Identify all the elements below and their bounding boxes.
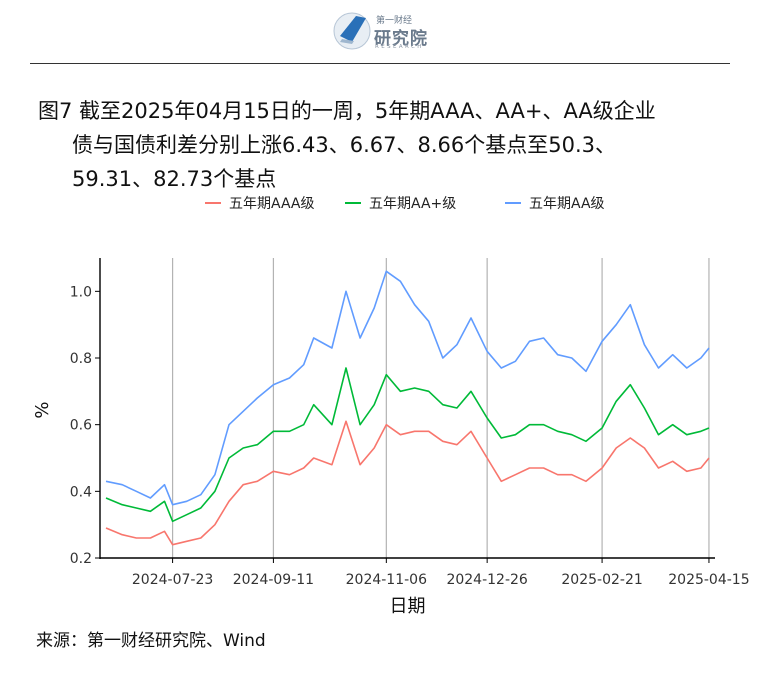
x-tick-label: 2024-11-06 [346,572,427,588]
header-divider [30,63,730,64]
y-tick-label: 0.6 [70,418,92,434]
legend-label-2: 五年期AA+级 [369,196,456,212]
series-line-2 [105,367,710,523]
title-line-2: 债与国债利差分别上涨6.43、6.67、8.66个基点至50.3、 [72,133,617,157]
legend-label-1: 五年期AAA级 [229,196,315,212]
y-tick-label: 0.8 [70,351,92,367]
logo-top-text: 第一财经 [376,16,413,26]
legend-label-3: 五年期AA级 [529,196,605,212]
series-line-1 [105,420,710,546]
x-tick-label: 2025-04-15 [668,572,749,588]
y-axis-label: % [32,401,53,418]
logo-icon [333,12,371,50]
y-tick-label: 0.2 [70,551,92,567]
x-tick-label: 2024-09-11 [233,572,314,588]
series-line-3 [105,270,710,506]
logo-subtext: RESEARCH [375,44,424,50]
y-tick-label: 0.4 [70,484,92,500]
x-axis-label: 日期 [390,596,426,617]
title-line-1: 图7 截至2025年04月15日的一周，5年期AAA、AA+、AA级企业 [38,99,656,123]
logo-name: 研究院 [374,29,428,49]
chart-title: 图7 截至2025年04月15日的一周，5年期AAA、AA+、AA级企业 债与国… [38,94,738,196]
y-tick-label: 1.0 [70,284,92,300]
source-note: 来源：第一财经研究院、Wind [36,631,266,651]
x-tick-label: 2025-02-21 [561,572,642,588]
title-line-3: 59.31、82.73个基点 [72,167,277,191]
x-tick-label: 2024-07-23 [132,572,213,588]
x-tick-label: 2024-12-26 [446,572,527,588]
